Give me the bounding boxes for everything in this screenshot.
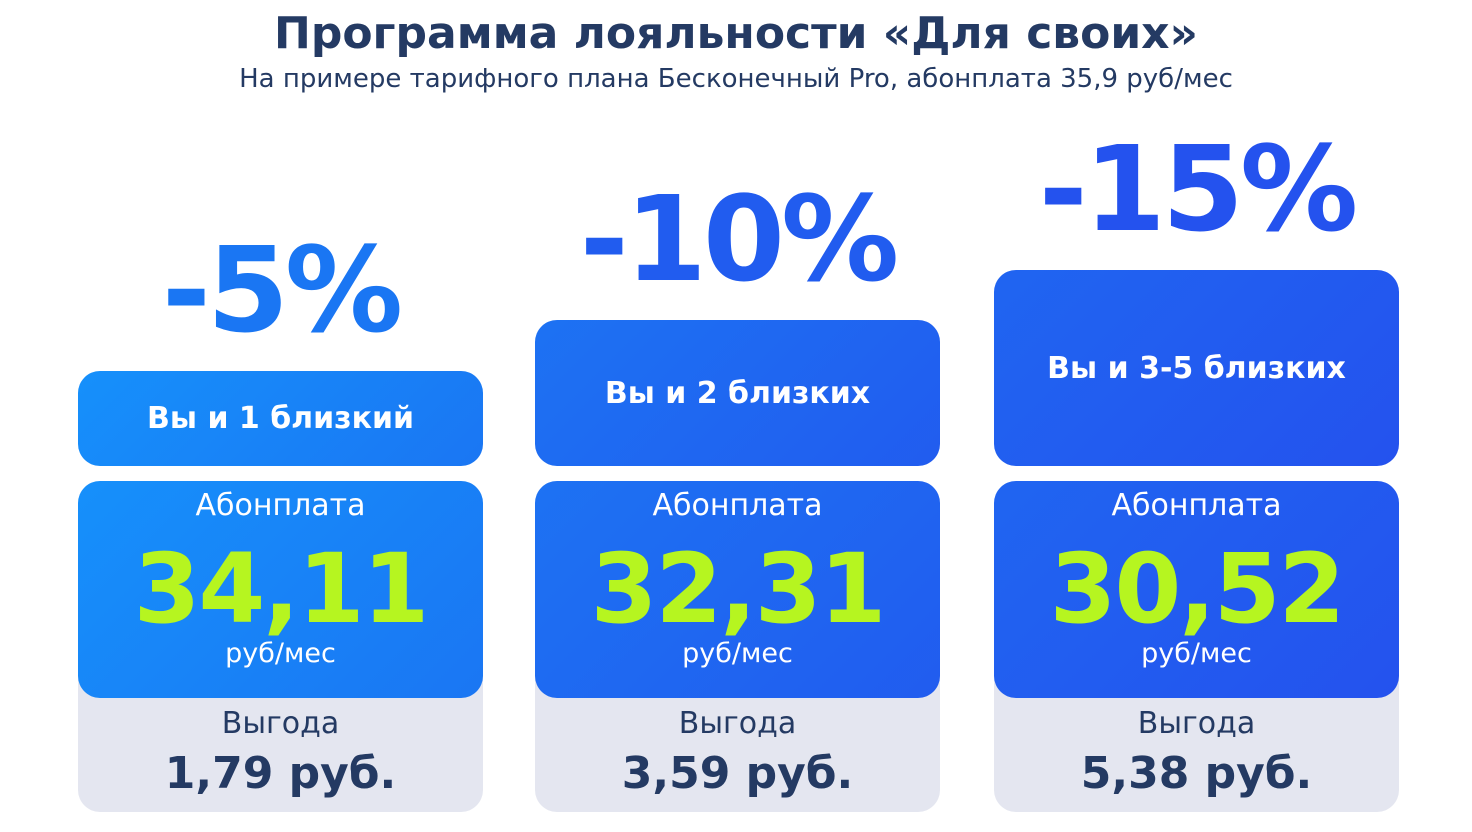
fee-label: Абонплата — [195, 488, 366, 523]
saving-value: 1,79 руб. — [164, 748, 397, 799]
fee-box — [78, 481, 483, 698]
discount: -5% — [161, 221, 403, 359]
fee-unit: руб/мес — [225, 638, 336, 669]
saving-label: Выгода — [678, 706, 797, 741]
saving-value: 5,38 руб. — [1080, 748, 1313, 799]
subtitle: На примере тарифного плана Бесконечный P… — [239, 64, 1233, 94]
title: Программа лояльности «Для своих» — [274, 8, 1198, 59]
saving-label: Выгода — [221, 706, 340, 741]
fee-value: 32,31 — [590, 533, 887, 645]
group-box: Вы и 3-5 близких — [994, 270, 1399, 466]
discount: -15% — [1038, 120, 1358, 258]
fee-box — [994, 481, 1399, 698]
discount: -10% — [579, 170, 899, 308]
fee-unit: руб/мес — [682, 638, 793, 669]
fee-label: Абонплата — [1111, 488, 1282, 523]
group-box: Вы и 1 близкий — [78, 371, 483, 466]
saving-label: Выгода — [1137, 706, 1256, 741]
group-box: Вы и 2 близких — [535, 320, 940, 466]
fee-value: 30,52 — [1049, 533, 1346, 645]
fee-unit: руб/мес — [1141, 638, 1252, 669]
fee-label: Абонплата — [652, 488, 823, 523]
saving-value: 3,59 руб. — [621, 748, 854, 799]
fee-box — [535, 481, 940, 698]
fee-value: 34,11 — [133, 533, 430, 645]
